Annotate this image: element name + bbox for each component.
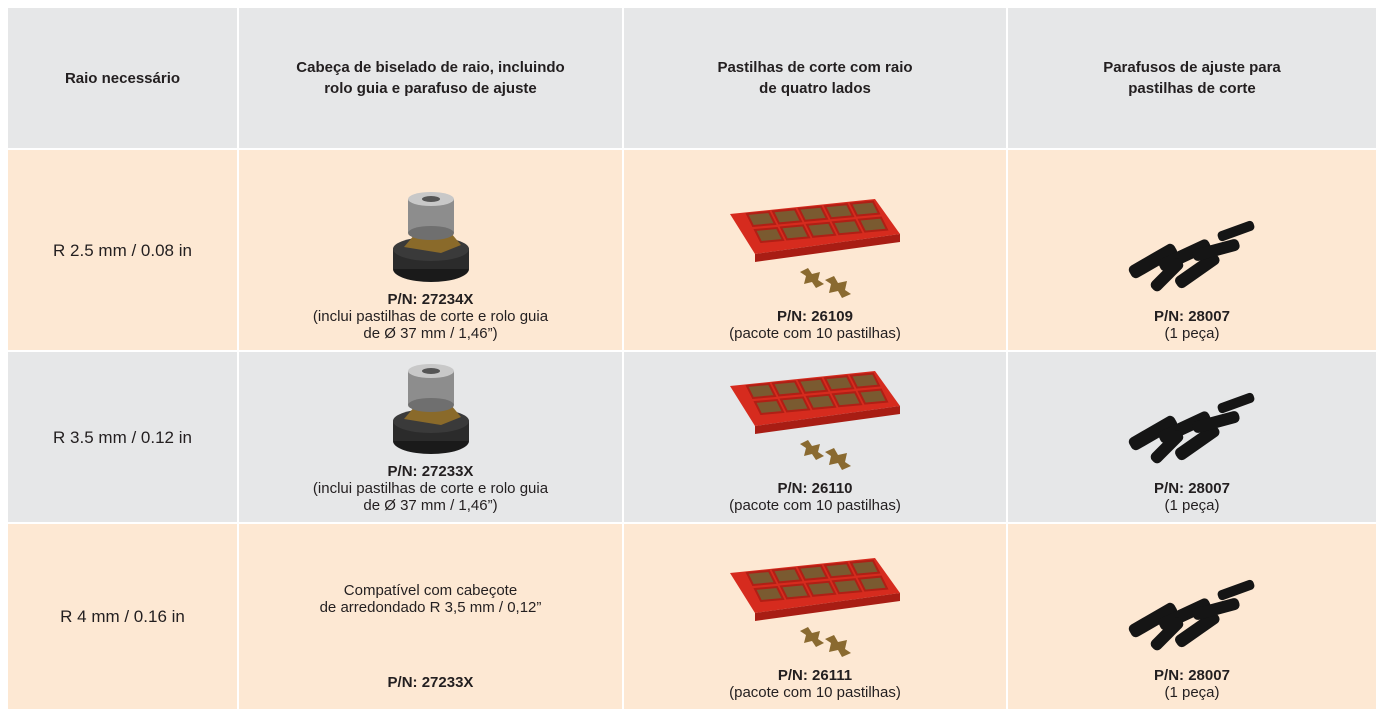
- part-number: P/N: 27234X: [387, 291, 474, 308]
- note: (inclui pastilhas de corte e rolo guia: [312, 480, 549, 497]
- header-text: Raio necessário: [64, 69, 181, 87]
- screws-cell: P/N: 28007 (1 peça): [1008, 524, 1376, 709]
- inserts-image: [725, 553, 905, 667]
- radius: R 2.5 mm / 0.08 in: [53, 240, 192, 260]
- header-cell: Cabeça de biselado de raio, incluindo rol…: [239, 8, 622, 148]
- screws-image: [1117, 214, 1267, 308]
- screws-cell: P/N: 28007 (1 peça): [1008, 150, 1376, 350]
- radius-cell: R 3.5 mm / 0.12 in: [8, 352, 237, 522]
- inserts-cell: P/N: 26111 (pacote com 10 pastilhas): [624, 524, 1006, 709]
- header-text: rolo guia e parafuso de ajuste: [324, 80, 537, 97]
- note: (1 peça): [1164, 497, 1220, 514]
- head-cell: P/N: 27233X (inclui pastilhas de corte e …: [239, 352, 622, 522]
- note: (pacote com 10 pastilhas): [729, 684, 901, 701]
- product-table: Raio necessário Cabeça de biselado de rai…: [8, 8, 1376, 709]
- part-number: P/N: 27233X: [387, 674, 474, 691]
- radius: R 3.5 mm / 0.12 in: [53, 427, 192, 447]
- inserts-cell: P/N: 26110 (pacote com 10 pastilhas): [624, 352, 1006, 522]
- part-number: P/N: 28007: [1154, 480, 1230, 497]
- note: (inclui pastilhas de corte e rolo guia: [312, 308, 549, 325]
- note: (1 peça): [1164, 325, 1220, 342]
- header-text: pastilhas de corte: [1128, 80, 1256, 97]
- note: (pacote com 10 pastilhas): [729, 497, 901, 514]
- inserts-cell: P/N: 26109 (pacote com 10 pastilhas): [624, 150, 1006, 350]
- note: (1 peça): [1164, 684, 1220, 701]
- screws-cell: P/N: 28007 (1 peça): [1008, 352, 1376, 522]
- radius-cell: R 2.5 mm / 0.08 in: [8, 150, 237, 350]
- header-cell: Parafusos de ajuste para pastilhas de cor…: [1008, 8, 1376, 148]
- header-cell: Raio necessário: [8, 8, 237, 148]
- part-number: P/N: 28007: [1154, 308, 1230, 325]
- description: Compatível com cabeçote: [343, 582, 518, 599]
- screws-image: [1117, 386, 1267, 480]
- header-text: Pastilhas de corte com raio: [717, 59, 913, 76]
- note: (pacote com 10 pastilhas): [729, 325, 901, 342]
- radius: R 4 mm / 0.16 in: [60, 607, 185, 626]
- header-text: Parafusos de ajuste para: [1103, 59, 1281, 76]
- head-image: [386, 359, 476, 463]
- part-number: P/N: 28007: [1154, 667, 1230, 684]
- inserts-image: [725, 194, 905, 308]
- description: de arredondado R 3,5 mm / 0,12”: [319, 599, 542, 616]
- header-text: Cabeça de biselado de raio, incluindo: [296, 59, 565, 76]
- head-cell: Compatível com cabeçote de arredondado R …: [239, 524, 622, 709]
- screws-image: [1117, 573, 1267, 667]
- head-cell: P/N: 27234X (inclui pastilhas de corte e …: [239, 150, 622, 350]
- inserts-image: [725, 366, 905, 480]
- part-number: P/N: 27233X: [387, 463, 474, 480]
- radius-cell: R 4 mm / 0.16 in: [8, 524, 237, 709]
- head-image: [386, 187, 476, 291]
- part-number: P/N: 26109: [777, 308, 853, 325]
- part-number: P/N: 26110: [777, 480, 853, 497]
- header-cell: Pastilhas de corte com raio de quatro lad…: [624, 8, 1006, 148]
- part-number: P/N: 26111: [777, 667, 853, 684]
- header-text: de quatro lados: [759, 80, 871, 97]
- note: de Ø 37 mm / 1,46”): [363, 325, 498, 342]
- note: de Ø 37 mm / 1,46”): [363, 497, 498, 514]
